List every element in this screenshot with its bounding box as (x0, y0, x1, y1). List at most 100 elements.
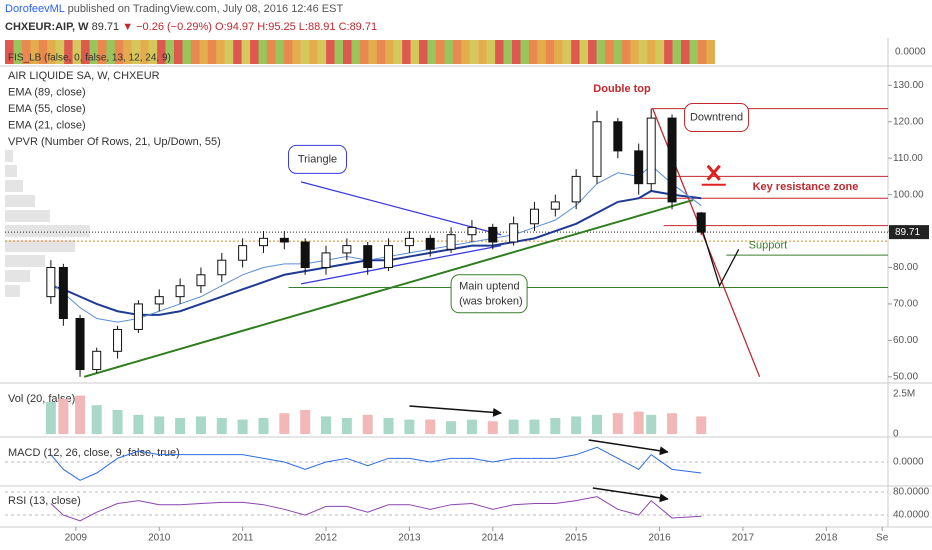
heat-cell (452, 40, 462, 64)
published: published on TradingView.com, July 08, 2… (68, 3, 344, 15)
heat-cell (106, 40, 115, 64)
heat-cell (216, 40, 225, 64)
candle-body (46, 266, 56, 298)
heat-cell (562, 40, 572, 64)
heat-cell (148, 40, 158, 64)
symbol: CHXEUR:AIP, W (5, 21, 89, 33)
volume-bar (341, 418, 352, 434)
x-tick-label: Se (876, 533, 889, 544)
volume-bar (133, 414, 144, 434)
vpvr-bar (5, 150, 13, 162)
y-tick-label: 130.00 (893, 80, 924, 91)
heat-cell (190, 40, 200, 64)
volume-bar (58, 398, 69, 434)
heat-cell (689, 40, 699, 64)
x-tick-label: 2017 (732, 533, 755, 544)
annotation: (was broken) (459, 296, 523, 308)
y-tick-label: 40.0000 (893, 510, 930, 521)
candle-body (342, 245, 352, 254)
heat-cell (38, 40, 48, 64)
heat-cell (30, 40, 39, 64)
fis-label: FIS_LB (false, 0, false, 13, 12, 24, 9) (8, 53, 171, 64)
heat-cell (672, 40, 682, 64)
volume-bar (91, 405, 102, 434)
volume-bar (425, 419, 436, 434)
candle-body (509, 223, 519, 243)
vpvr-bar (5, 225, 90, 237)
heat-cell (224, 40, 234, 64)
volume-bar (466, 419, 477, 434)
heat-cell (233, 40, 242, 64)
heat-cell (495, 40, 504, 64)
heat-cell (385, 40, 394, 64)
candle-body (363, 245, 373, 268)
heat-cell (520, 40, 530, 64)
heat-cell (410, 40, 420, 64)
candle-body (613, 121, 623, 152)
candle-body (571, 175, 581, 203)
heat-cell (182, 40, 192, 64)
x-tick-label: 2012 (315, 533, 338, 544)
x-tick-label: 2018 (815, 533, 838, 544)
macd-line (50, 446, 702, 481)
heat-cell (114, 40, 124, 64)
vpvr-bar (5, 195, 35, 207)
heat-cell (706, 40, 715, 64)
legend-entry: VPVR (Number Of Rows, 21, Up/Down, 55) (8, 136, 221, 148)
heat-cell (250, 40, 259, 64)
volume-bar (646, 414, 657, 434)
heat-cell (655, 40, 665, 64)
fis-tick: 0.0000 (895, 47, 926, 58)
heat-cell (266, 40, 276, 64)
vpvr-bar (5, 165, 17, 177)
quote-line: CHXEUR:AIP, W 89.71 ▼ −0.26 (−0.29%) O:9… (5, 21, 377, 33)
heat-cell (326, 40, 335, 64)
candle-body (196, 274, 206, 287)
candle-body (321, 252, 331, 268)
heat-cell (469, 40, 479, 64)
heat-cell (419, 40, 428, 64)
heat-cell (528, 40, 538, 64)
heat-cell (621, 40, 631, 64)
heat-cell (545, 40, 555, 64)
y-tick-label: 110.00 (893, 153, 923, 164)
ohlc: O:94.97 H:95.25 L:88.91 C:89.71 (215, 21, 377, 33)
heat-cell (402, 40, 411, 64)
annotation: Main uptend (459, 281, 520, 293)
heat-cell (613, 40, 622, 64)
heat-cell (503, 40, 513, 64)
candle-body (75, 318, 85, 371)
annotation: Triangle (298, 153, 337, 165)
volume-bar (571, 416, 582, 434)
candle-body (667, 117, 677, 203)
rsi-line (50, 496, 702, 522)
candle-body (279, 237, 289, 243)
candle-body (425, 237, 435, 250)
x-tick-label: 2010 (148, 533, 171, 544)
volume-bar (112, 410, 123, 434)
x-tick-label: 2013 (398, 533, 421, 544)
legend-entry: EMA (21, close) (8, 119, 86, 131)
heat-cell (512, 40, 521, 64)
publisher[interactable]: DorofeevML (5, 3, 65, 15)
trendline (300, 244, 502, 285)
candle-body (113, 328, 123, 352)
heat-cell (393, 40, 403, 64)
heat-cell (478, 40, 487, 64)
y-tick-label: 80.0000 (893, 487, 930, 498)
heat-cell (647, 40, 656, 64)
candle-body (300, 241, 310, 268)
heat-cell (359, 40, 369, 64)
volume-bar (550, 418, 561, 434)
volume-bar (487, 421, 498, 434)
annotation: Support (749, 240, 788, 252)
heat-cell (131, 40, 141, 64)
trendline (300, 181, 502, 236)
heat-cell (376, 40, 386, 64)
heat-cell (309, 40, 318, 64)
candle-body (696, 212, 706, 233)
heat-cell (486, 40, 496, 64)
volume-bar (45, 402, 56, 434)
legend-entry: EMA (89, close) (8, 86, 86, 98)
